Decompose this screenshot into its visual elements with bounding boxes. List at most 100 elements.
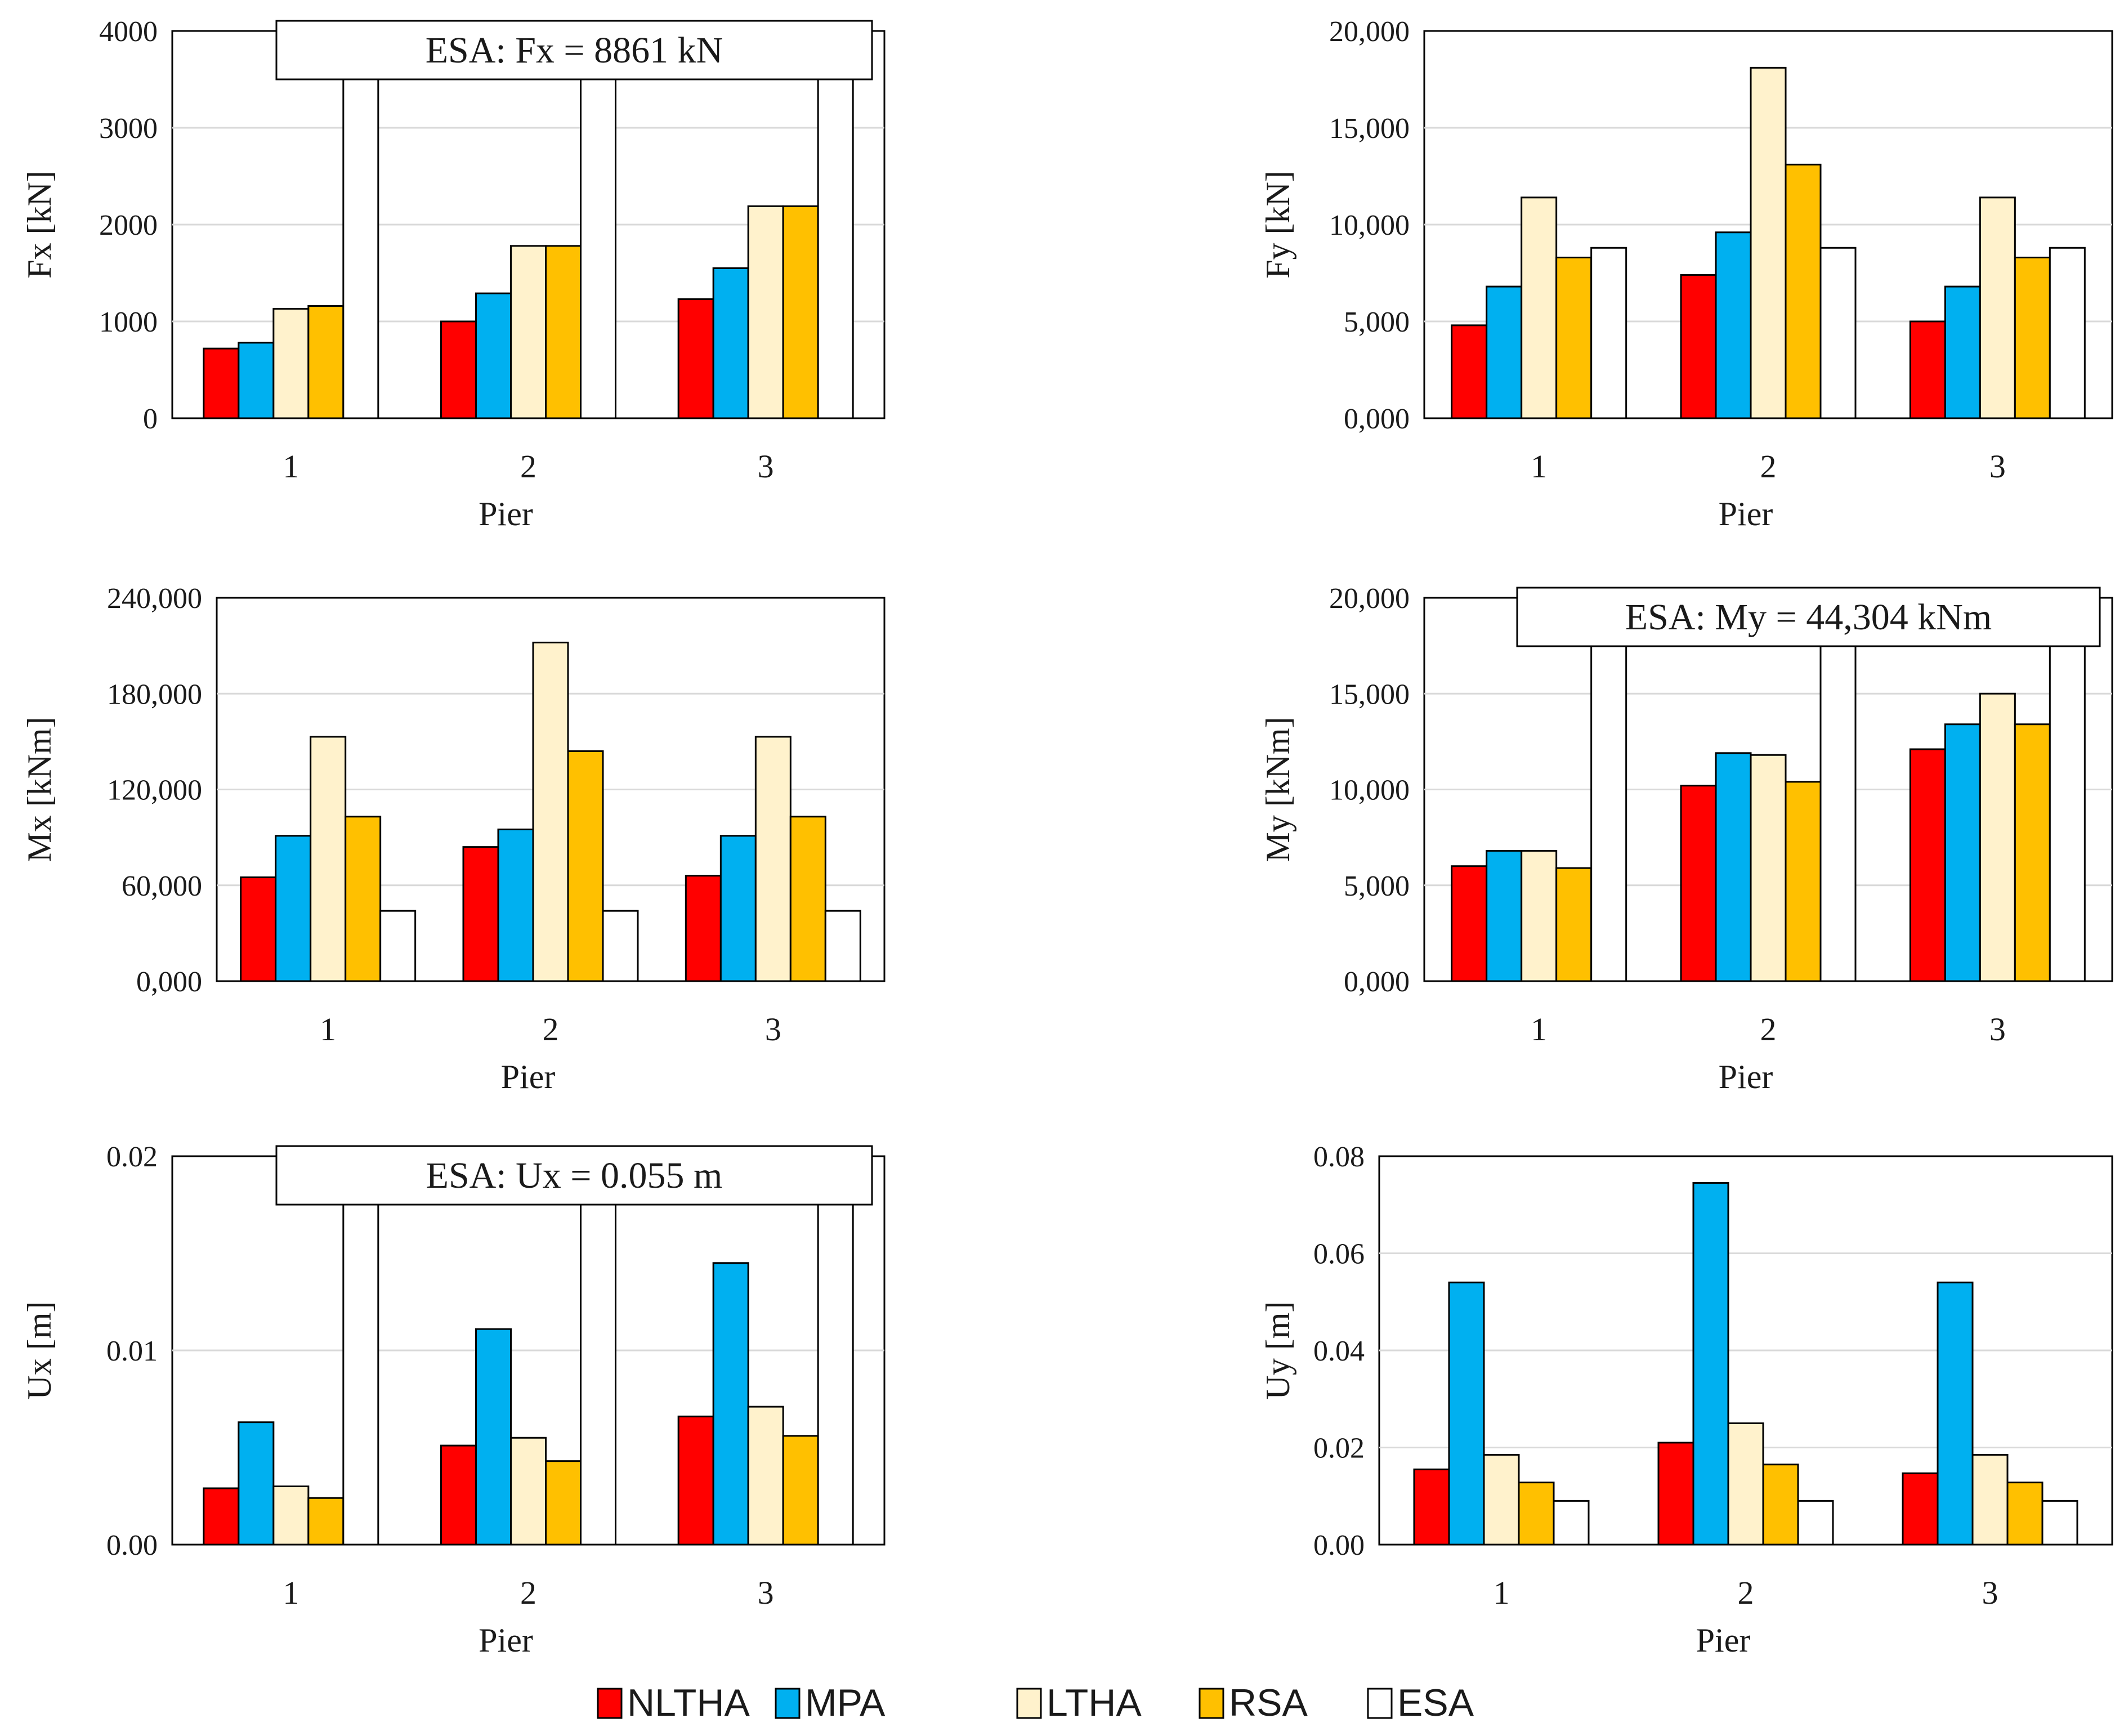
y-tick-label: 0,000	[136, 966, 202, 998]
y-tick-label: 0.02	[106, 1141, 158, 1173]
bar-esa-pier-1	[1590, 597, 1627, 982]
y-tick-label: 10,000	[1329, 775, 1410, 807]
bar-esa-pier-1	[1590, 247, 1627, 419]
bar-mpa-pier-2	[475, 1328, 512, 1546]
bar-esa-pier-2	[1797, 1500, 1834, 1546]
bar-ltha-pier-2	[1750, 66, 1787, 419]
bar-rsa-pier-3	[782, 1435, 819, 1546]
chart-uy: 0.00 0.02 0.04 0.06 0.08 1 2 3 Pier Uy [m]	[1259, 1141, 2113, 1659]
x-tick-label: 2	[1760, 448, 1777, 485]
bar-ltha-pier-2	[1750, 754, 1787, 982]
x-tick-label: 1	[320, 1011, 336, 1048]
esa-annotation: ESA: My = 44,304 kNm	[1625, 597, 1992, 638]
esa-annotation-box	[275, 20, 873, 80]
bar-rsa-pier-3	[2014, 723, 2051, 982]
chart-mx: 0,000 60,000 120,000 180,000 240,000 1 2 3 Pier M…	[21, 583, 886, 1095]
y-tick-label: 20,000	[1329, 583, 1410, 615]
legend-label-esa: ESA	[1397, 1681, 1474, 1724]
legend-label-rsa: RSA	[1229, 1681, 1308, 1724]
x-axis-label: Pier	[1719, 495, 1773, 533]
bar-esa-pier-3	[2049, 597, 2086, 982]
y-axis-label: Uy [m]	[1259, 1301, 1296, 1400]
bar-nltha-pier-2	[1680, 785, 1717, 982]
bar-esa-pier-3	[817, 1155, 854, 1546]
x-tick-label: 1	[1493, 1574, 1510, 1611]
esa-annotation: ESA: Ux = 0.055 m	[426, 1155, 723, 1196]
bar-mpa-pier-1	[1486, 849, 1523, 982]
bar-rsa-pier-3	[2006, 1482, 2043, 1546]
bar-ltha-pier-3	[1979, 196, 2016, 419]
bar-mpa-pier-2	[1715, 752, 1752, 982]
bar-mpa-pier-2	[1692, 1182, 1729, 1546]
y-axis-label: Ux [m]	[21, 1301, 58, 1400]
bar-rsa-pier-3	[789, 816, 826, 982]
y-tick-label: 2000	[99, 209, 158, 241]
bar-esa-pier-1	[342, 30, 379, 419]
bar-esa-pier-1	[342, 1155, 379, 1546]
bar-nltha-pier-2	[440, 1444, 477, 1546]
esa-annotation: ESA: Fx = 8861 kN	[426, 30, 723, 71]
bar-ltha-pier-3	[1971, 1453, 2009, 1546]
y-tick-label: 0.06	[1313, 1238, 1365, 1270]
x-tick-label: 2	[543, 1011, 559, 1048]
x-tick-label: 3	[1989, 448, 2006, 485]
y-tick-label: 5,000	[1344, 870, 1410, 902]
chart-fy: 0,000 5,000 10,000 15,000 20,000 1 2 3 Pier Fy [k…	[1259, 16, 2113, 533]
bar-esa-pier-2	[1819, 597, 1857, 982]
bar-nltha-pier-2	[1680, 274, 1717, 419]
y-tick-label: 120,000	[107, 775, 202, 807]
y-tick-label: 0.02	[1313, 1433, 1365, 1465]
bar-mpa-pier-3	[712, 1262, 749, 1546]
x-tick-label: 3	[765, 1011, 781, 1048]
x-tick-label: 1	[283, 448, 299, 485]
bar-rsa-pier-2	[545, 1460, 582, 1546]
bar-rsa-pier-2	[1762, 1464, 1799, 1546]
esa-annotation-box	[275, 1145, 873, 1206]
legend-swatch-nltha	[597, 1688, 623, 1719]
y-tick-label: 3000	[99, 113, 158, 145]
bar-esa-pier-1	[1553, 1500, 1590, 1546]
y-tick-label: 180,000	[107, 678, 202, 710]
bar-rsa-pier-1	[307, 305, 345, 419]
bar-esa-pier-2	[1819, 247, 1857, 419]
bar-nltha-pier-1	[240, 876, 277, 982]
bar-mpa-pier-3	[712, 267, 749, 419]
y-tick-label: 0,000	[1344, 966, 1410, 998]
y-tick-label: 240,000	[107, 583, 202, 615]
bar-esa-pier-3	[824, 910, 861, 982]
bar-ltha-pier-3	[747, 1406, 784, 1546]
bar-ltha-pier-1	[1521, 196, 1558, 419]
x-tick-label: 2	[520, 448, 536, 485]
y-axis-label: Mx [kNm]	[21, 717, 58, 862]
bar-rsa-pier-1	[345, 816, 382, 982]
y-tick-label: 0,000	[1344, 403, 1410, 435]
bar-nltha-pier-3	[1909, 320, 1946, 419]
bar-nltha-pier-1	[203, 1487, 240, 1546]
bar-rsa-pier-1	[1518, 1482, 1555, 1546]
bar-mpa-pier-1	[1448, 1281, 1485, 1546]
legend-label-mpa: MPA	[805, 1681, 886, 1724]
bar-mpa-pier-2	[475, 292, 512, 419]
x-axis-label: Pier	[479, 1622, 533, 1659]
legend-swatch-rsa	[1199, 1688, 1224, 1719]
bar-nltha-pier-1	[203, 347, 240, 419]
bar-mpa-pier-1	[1486, 285, 1523, 419]
bar-mpa-pier-3	[1944, 723, 1981, 982]
bar-ltha-pier-2	[510, 245, 547, 419]
y-tick-label: 15,000	[1329, 678, 1410, 710]
bar-mpa-pier-3	[1944, 285, 1981, 419]
bar-rsa-pier-3	[2014, 256, 2051, 419]
bar-ltha-pier-1	[1483, 1453, 1520, 1546]
y-tick-label: 60,000	[122, 870, 202, 902]
bar-ltha-pier-1	[272, 1486, 310, 1546]
bar-ltha-pier-2	[510, 1437, 547, 1546]
y-tick-label: 5,000	[1344, 306, 1410, 338]
y-tick-label: 15,000	[1329, 113, 1410, 145]
x-axis-label: Pier	[1719, 1058, 1773, 1095]
bar-esa-pier-3	[2049, 247, 2086, 419]
x-tick-label: 2	[520, 1574, 536, 1611]
legend-swatch-esa	[1367, 1688, 1393, 1719]
y-tick-label: 4000	[99, 16, 158, 48]
chart-ux: 0.00 0.01 0.02 1 2 3 Pier Ux [m] ESA: Ux = 0.055…	[21, 1141, 886, 1659]
